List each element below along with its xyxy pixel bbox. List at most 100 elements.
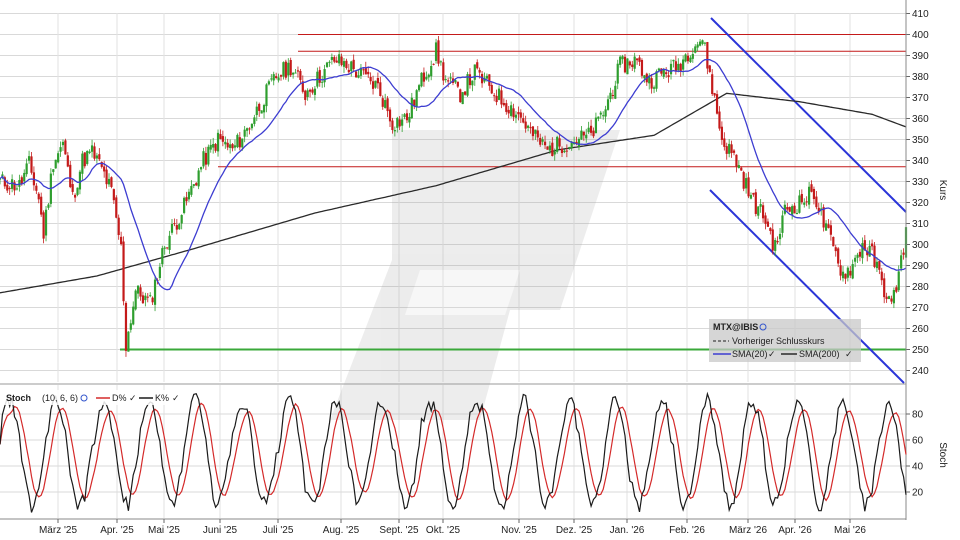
candle-body (449, 77, 452, 79)
candle-body (890, 298, 893, 302)
legend-box (709, 319, 861, 362)
candle-body (841, 271, 845, 279)
candle-body (190, 185, 193, 195)
price-tick-label: 260 (912, 324, 929, 335)
price-tick-label: 280 (912, 282, 929, 293)
candle-body (878, 261, 881, 270)
candle-body (117, 217, 120, 236)
d-check-icon[interactable]: ✓ (129, 393, 137, 403)
candle-body (694, 46, 697, 53)
candle-body (195, 183, 198, 186)
price-tick-label: 390 (912, 51, 929, 62)
candle-body (115, 197, 118, 218)
candle-body (306, 90, 309, 97)
candle-body (292, 72, 295, 75)
candle-body (357, 75, 360, 78)
candle-body (299, 70, 302, 80)
stoch-gear-icon[interactable] (80, 394, 88, 402)
candle-body (488, 74, 491, 86)
candle-body (870, 243, 874, 247)
stoch-tick-label: 60 (912, 436, 924, 447)
month-tick-label: Dez. '25 (556, 525, 593, 536)
candle-body (759, 204, 762, 207)
candle-body (396, 117, 399, 128)
candle-body (791, 206, 794, 215)
candle-body (497, 88, 501, 100)
candle-body (139, 287, 142, 297)
candle-body (301, 81, 304, 92)
candle-body (214, 144, 217, 151)
stoch-header[interactable]: Stoch (10, 6, 6) D% ✓ K% ✓ (0, 390, 180, 405)
candle-body (73, 194, 77, 198)
candle-body (815, 196, 818, 208)
sma20-check-icon[interactable]: ✓ (768, 349, 776, 359)
candle-body (86, 150, 89, 164)
price-tick-label: 290 (912, 261, 929, 272)
trend-channel (709, 17, 907, 384)
candle-body (648, 75, 651, 84)
time-axis: März '25 Apr. '25 Mai '25 Juni '25 Juli '25 A… (0, 518, 906, 536)
k-check-icon[interactable]: ✓ (172, 393, 180, 403)
candle-body (422, 72, 426, 82)
candle-body (900, 255, 903, 269)
price-axis: 240 250 260 270 280 290 300 310 320 330 340 350 360 3… (905, 0, 929, 520)
candle-body (621, 56, 624, 60)
candle-body (321, 81, 324, 83)
candle-body (778, 233, 782, 240)
candle-body (539, 137, 542, 145)
candle-body (582, 131, 585, 136)
price-legend[interactable]: MTX@IBIS Vorheriger Schlusskurs SMA(20) … (709, 319, 861, 362)
candle-body (827, 224, 830, 228)
candle-body (243, 129, 246, 137)
candle-body (720, 126, 723, 140)
legend-sma20: SMA(20) (732, 349, 768, 359)
candle-body (248, 128, 251, 130)
candle-body (623, 56, 627, 73)
candle-body (723, 138, 726, 147)
candle-body (728, 143, 731, 154)
candle-body (255, 106, 258, 116)
candle-body (774, 240, 777, 251)
candle-body (90, 145, 94, 152)
candle-body (875, 261, 879, 269)
candle-body (122, 241, 125, 302)
candle-body (272, 74, 275, 81)
candle-body (761, 205, 765, 219)
candle-body (526, 125, 530, 128)
candle-body (854, 257, 857, 262)
gear-icon[interactable] (759, 323, 767, 331)
legend-symbol: MTX@IBIS (713, 322, 758, 332)
candle-body (541, 139, 544, 142)
stoch-tick-label: 80 (912, 410, 924, 421)
stoch-title: Stoch (6, 393, 31, 403)
candle-body (323, 69, 326, 83)
sma200-check-icon[interactable]: ✓ (845, 349, 853, 359)
candle-body (757, 206, 760, 216)
candle-body (551, 142, 554, 157)
candle-body (93, 146, 96, 159)
candle-body (250, 123, 254, 129)
candle-body (597, 116, 600, 119)
candle-body (54, 159, 57, 169)
stoch-header-bg (0, 390, 180, 405)
candle-body (616, 63, 619, 84)
candle-body (543, 141, 547, 146)
candle-body (580, 130, 583, 140)
candle-body (347, 69, 350, 73)
candle-body (384, 100, 387, 108)
candle-body (657, 68, 661, 71)
candle-body (563, 150, 566, 153)
candle-body (682, 59, 685, 70)
candle-body (480, 73, 484, 84)
candle-body (546, 146, 549, 150)
candle-body (13, 182, 16, 191)
candle-body (788, 207, 791, 212)
candle-body (369, 77, 372, 82)
candle-body (754, 192, 757, 214)
candle-body (233, 145, 237, 148)
candle-body (371, 81, 375, 89)
candle-body (212, 144, 215, 148)
candle-body (30, 156, 33, 173)
candle-body (338, 54, 341, 64)
candle-body (837, 248, 840, 264)
